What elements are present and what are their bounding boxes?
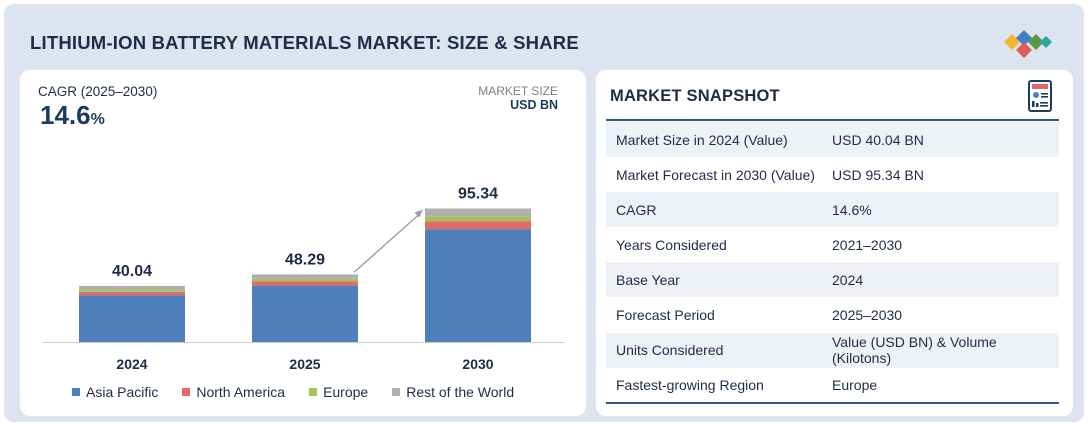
legend-item: Rest of the World (392, 384, 514, 400)
snapshot-row: CAGR 14.6% (606, 192, 1059, 228)
snapshot-row-key: Market Size in 2024 (Value) (616, 131, 788, 148)
growth-arrow-head (414, 209, 423, 218)
snapshot-row-key: Units Considered (616, 342, 724, 359)
bar-segment (425, 216, 531, 222)
market-size-unit: USD BN (510, 98, 558, 112)
snapshot-row: Market Size in 2024 (Value) USD 40.04 BN (606, 122, 1059, 158)
snapshot-row-key: Market Forecast in 2030 (Value) (616, 166, 815, 183)
snapshot-row: Years Considered 2021–2030 (606, 227, 1059, 262)
bar-segment (79, 291, 185, 296)
bar-segment (252, 274, 358, 279)
cagr-label: CAGR (2025–2030) (38, 84, 158, 99)
chart-card: CAGR (2025–2030) 14.6% MARKET SIZE USD B… (20, 70, 586, 416)
x-tick-label: 2025 (289, 356, 320, 372)
snapshot-row-key: Years Considered (616, 236, 727, 253)
market-size-label: MARKET SIZE (478, 84, 558, 98)
legend-swatch (182, 388, 191, 396)
bar-segment (79, 285, 185, 290)
bar-segment (252, 278, 358, 282)
snapshot-row-value: Europe (832, 377, 878, 394)
stacked-bar-chart: 40.04 2024 48.29 2025 95.34 2030 (42, 186, 564, 372)
bar-total-label: 95.34 (458, 186, 498, 203)
snapshot-row-value: 2025–2030 (832, 307, 903, 324)
snapshot-title: MARKET SNAPSHOT (610, 87, 780, 105)
legend-item: Europe (309, 384, 368, 400)
legend-swatch (309, 388, 318, 396)
snapshot-row-value: 2024 (832, 271, 864, 288)
bar-segment (252, 285, 358, 342)
page-title: LITHIUM-ION BATTERY MATERIALS MARKET: SI… (30, 32, 579, 53)
bar-segment (425, 208, 531, 217)
legend-label: Europe (323, 384, 369, 400)
bar-total-label: 40.04 (112, 263, 152, 280)
snapshot-row: Base Year 2024 (606, 262, 1059, 298)
bar-total-label: 48.29 (285, 251, 325, 268)
snapshot-row-value: 14.6% (832, 201, 872, 218)
snapshot-row: Units Considered Value (USD BN) & Volume … (606, 332, 1059, 368)
bar-segment (425, 229, 531, 342)
legend-label: North America (196, 384, 286, 400)
growth-arrow (353, 214, 420, 273)
bar-segment (252, 281, 358, 286)
brand-logo-icon (1004, 30, 1052, 58)
cagr-value: 14.6% (40, 100, 105, 130)
snapshot-row-key: Fastest-growing Region (616, 377, 764, 394)
bar-segment (79, 289, 185, 292)
snapshot-bottom-rule (606, 402, 1059, 404)
snapshot-row-key: CAGR (616, 201, 657, 218)
snapshot-top-rule (606, 119, 1059, 121)
bar-segment (79, 295, 185, 342)
snapshot-row-value: Value (USD BN) & Volume (Kilotons) (832, 334, 997, 367)
snapshot-row-key: Base Year (616, 271, 680, 288)
chart-legend: Asia Pacific North America Europe Rest of t… (72, 384, 514, 400)
snapshot-row-value: 2021–2030 (832, 236, 903, 253)
snapshot-row-value: USD 40.04 BN (832, 131, 924, 148)
x-tick-label: 2024 (116, 356, 147, 372)
bar-segment (425, 221, 531, 230)
snapshot-row: Market Forecast in 2030 (Value) USD 95.34… (606, 157, 1059, 192)
legend-label: Asia Pacific (86, 384, 159, 400)
snapshot-row-key: Forecast Period (616, 307, 715, 324)
snapshot-row: Forecast Period 2025–2030 (606, 297, 1059, 332)
x-tick-label: 2030 (462, 356, 493, 372)
snapshot-table: Market Size in 2024 (Value) USD 40.04 BN M… (606, 122, 1059, 403)
legend-label: Rest of the World (406, 384, 515, 400)
snapshot-row: Fastest-growing Region Europe (606, 368, 1059, 403)
snapshot-card: MARKET SNAPSHOT Market Size in 2024 (Val… (596, 70, 1073, 416)
legend-item: Asia Pacific (72, 384, 158, 400)
report-icon (1028, 80, 1052, 112)
infographic-frame: LITHIUM-ION BATTERY MATERIALS MARKET: SI… (4, 4, 1084, 422)
legend-item: North America (182, 384, 285, 400)
legend-swatch (392, 388, 401, 396)
legend-swatch (72, 388, 80, 396)
snapshot-row-value: USD 95.34 BN (832, 166, 924, 183)
